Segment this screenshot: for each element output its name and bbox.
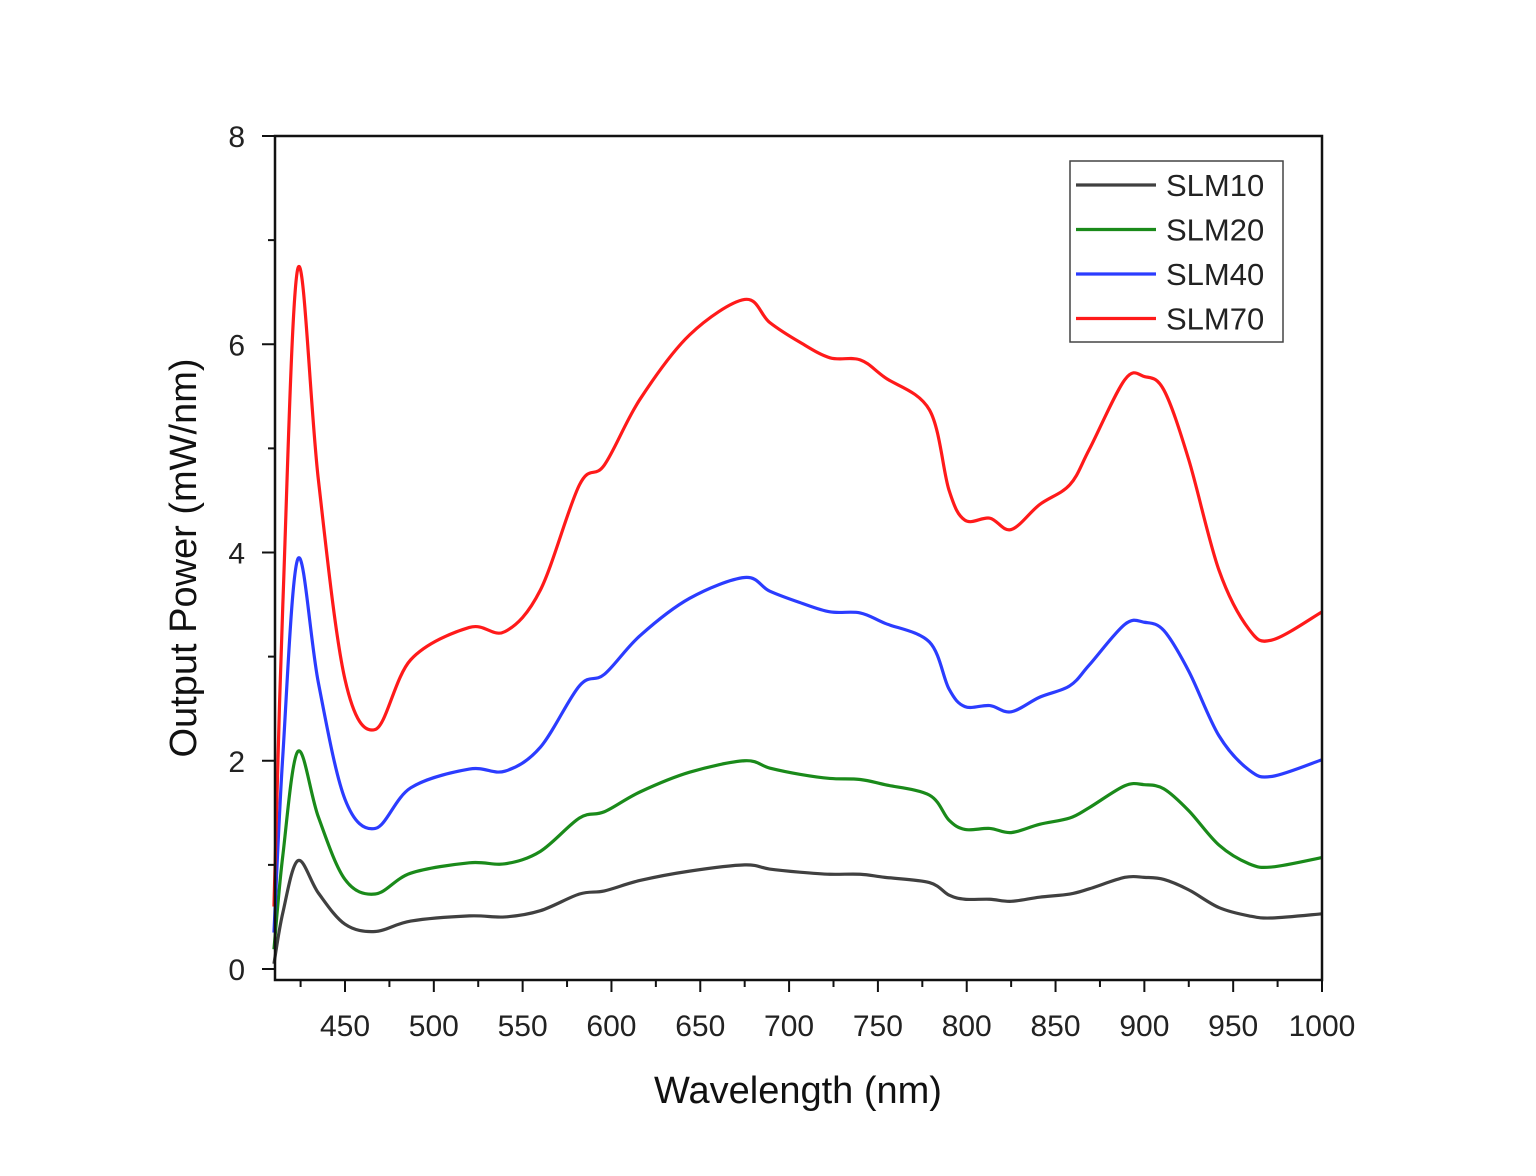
x-tick-label: 650 (675, 1010, 725, 1043)
legend-box (1069, 160, 1284, 343)
y-tick-label: 0 (228, 954, 245, 987)
plot-frame (273, 134, 1324, 982)
legend: SLM10 SLM20 SLM40 SLM70 (1069, 160, 1284, 343)
y-axis-title: Output Power (mW/nm) (163, 358, 205, 757)
x-tick-label: 950 (1208, 1010, 1258, 1043)
legend-label-slm10: SLM10 (1166, 168, 1264, 203)
x-tick-label: 1000 (1289, 1010, 1356, 1043)
x-tick-label: 800 (942, 1010, 992, 1043)
series-line-slm20 (272, 749, 1323, 950)
legend-label-slm70: SLM70 (1166, 302, 1264, 337)
y-tick-label: 8 (228, 121, 245, 154)
y-tick-label: 2 (228, 746, 245, 779)
legend-label-slm20: SLM20 (1166, 213, 1264, 248)
x-tick-label: 850 (1031, 1010, 1081, 1043)
x-tick-label: 600 (586, 1010, 636, 1043)
series-line-slm40 (272, 556, 1323, 933)
series-layer (272, 264, 1323, 965)
x-axis-title: Wavelength (nm) (654, 1070, 942, 1112)
x-tick-label: 500 (409, 1010, 459, 1043)
legend-label-slm40: SLM40 (1166, 257, 1264, 292)
x-tick-label: 900 (1119, 1010, 1169, 1043)
x-tick-label: 750 (853, 1010, 903, 1043)
x-tick-label: 450 (320, 1010, 370, 1043)
y-tick-label: 6 (228, 329, 245, 362)
ticks-layer: 450 500 550 600 650 700 750 800 850 900 950 1000 0 2 4… (228, 121, 1355, 1043)
x-tick-label: 550 (498, 1010, 548, 1043)
series-line-slm70 (272, 264, 1323, 907)
y-tick-label: 4 (228, 538, 245, 571)
series-line-slm10 (272, 859, 1323, 965)
x-tick-label: 700 (764, 1010, 814, 1043)
